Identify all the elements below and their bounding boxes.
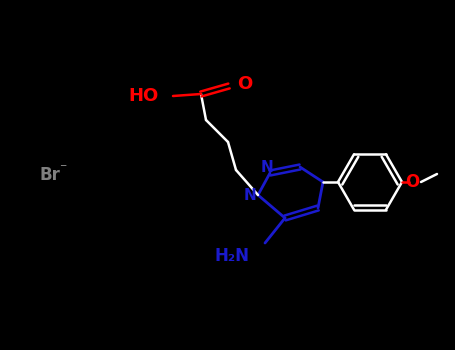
Text: O: O xyxy=(237,75,252,93)
Text: Br: Br xyxy=(40,166,61,184)
Text: HO: HO xyxy=(129,87,159,105)
Text: H₂N: H₂N xyxy=(215,247,250,265)
Text: O: O xyxy=(405,173,419,191)
Text: N: N xyxy=(261,161,273,175)
Text: ⁻: ⁻ xyxy=(59,161,67,175)
Text: N: N xyxy=(243,188,256,203)
